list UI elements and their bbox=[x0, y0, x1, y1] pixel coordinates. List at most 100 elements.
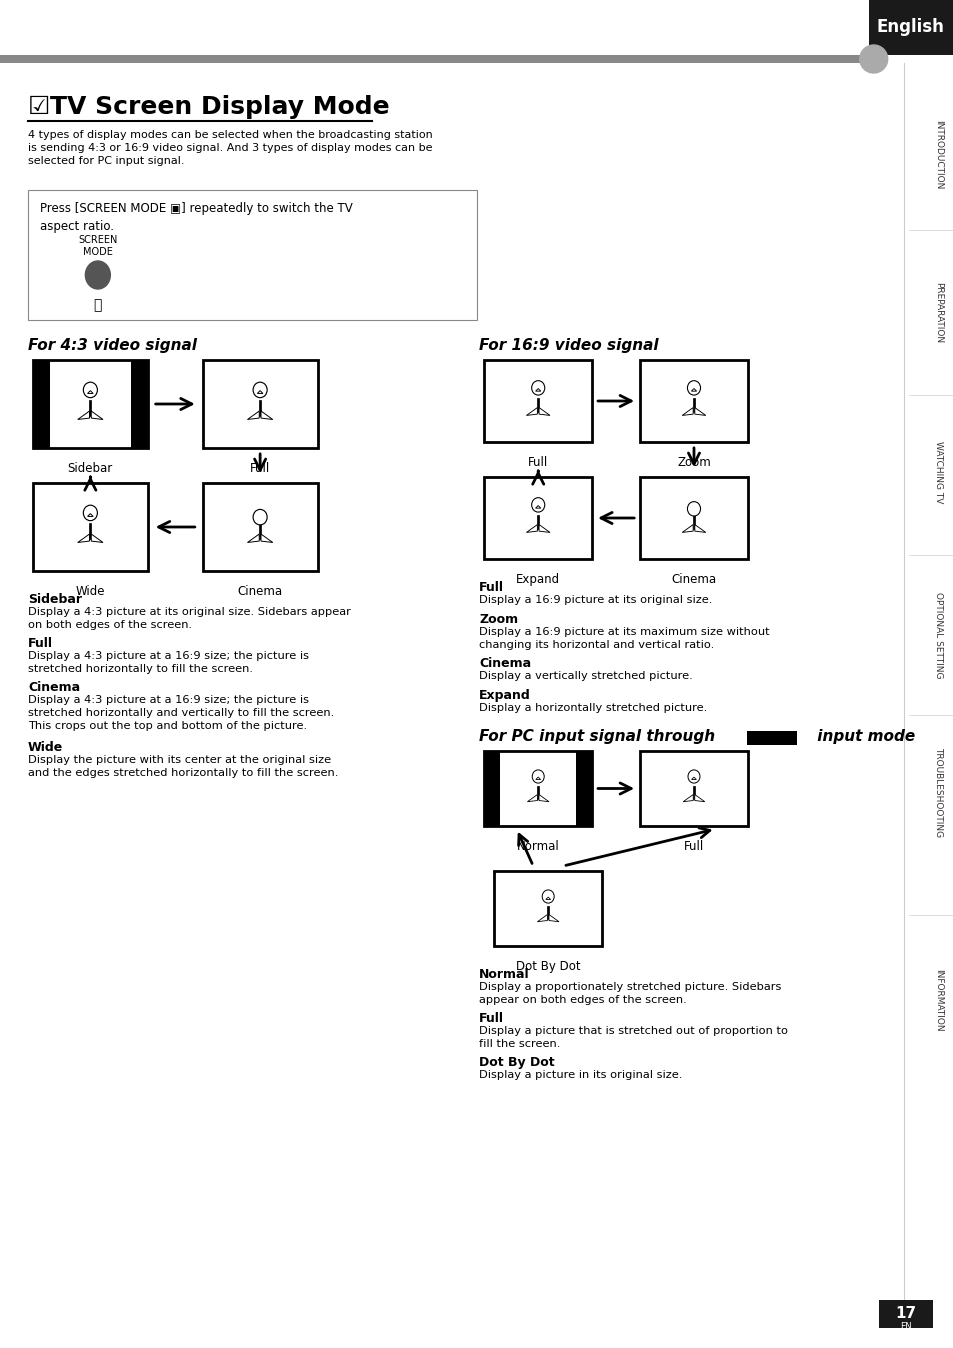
Polygon shape bbox=[537, 914, 547, 922]
Text: Full: Full bbox=[683, 840, 703, 853]
Polygon shape bbox=[88, 391, 93, 394]
Ellipse shape bbox=[253, 383, 267, 398]
Bar bbox=[693, 398, 694, 412]
Circle shape bbox=[859, 44, 887, 73]
Bar bbox=[639, 751, 747, 826]
Text: INFORMATION: INFORMATION bbox=[933, 969, 943, 1031]
Ellipse shape bbox=[253, 510, 267, 524]
Text: Dot By Dot: Dot By Dot bbox=[478, 1055, 555, 1069]
Polygon shape bbox=[681, 524, 693, 532]
Text: EN: EN bbox=[899, 1322, 910, 1330]
Text: OPTIONAL SETTING: OPTIONAL SETTING bbox=[933, 592, 943, 678]
Text: Display a vertically stretched picture.: Display a vertically stretched picture. bbox=[478, 671, 692, 681]
Text: Expand: Expand bbox=[478, 689, 531, 702]
Polygon shape bbox=[694, 524, 705, 532]
Text: For 16:9 video signal: For 16:9 video signal bbox=[478, 338, 659, 353]
Polygon shape bbox=[91, 411, 103, 419]
Ellipse shape bbox=[531, 380, 544, 395]
Polygon shape bbox=[538, 407, 550, 415]
Text: Display a 4:3 picture at a 16:9 size; the picture is
stretched horizontally to f: Display a 4:3 picture at a 16:9 size; th… bbox=[28, 651, 309, 674]
Text: Press [SCREEN MODE ▣] repeatedly to switch the TV
aspect ratio.: Press [SCREEN MODE ▣] repeatedly to swit… bbox=[40, 202, 353, 233]
Text: Dot By Dot: Dot By Dot bbox=[516, 960, 580, 973]
Polygon shape bbox=[77, 411, 90, 419]
Text: For PC input signal through: For PC input signal through bbox=[478, 729, 715, 744]
Text: input mode: input mode bbox=[811, 729, 914, 744]
Bar bbox=[484, 751, 592, 826]
Polygon shape bbox=[261, 411, 273, 419]
Text: PREPARATION: PREPARATION bbox=[933, 282, 943, 342]
Bar bbox=[33, 483, 148, 572]
Bar bbox=[494, 871, 601, 946]
Text: Display a proportionately stretched picture. Sidebars
appear on both edges of th: Display a proportionately stretched pict… bbox=[478, 981, 781, 1006]
Ellipse shape bbox=[83, 383, 97, 398]
Text: ☑: ☑ bbox=[28, 94, 51, 119]
Text: English: English bbox=[876, 19, 943, 36]
Bar bbox=[259, 523, 261, 539]
Bar bbox=[484, 477, 592, 559]
Bar bbox=[33, 360, 51, 448]
Bar bbox=[547, 906, 548, 919]
Ellipse shape bbox=[687, 501, 700, 516]
Bar bbox=[746, 731, 796, 745]
Polygon shape bbox=[681, 407, 693, 415]
Bar bbox=[0, 55, 868, 63]
Text: Expand: Expand bbox=[516, 573, 559, 586]
Polygon shape bbox=[545, 898, 550, 899]
Text: Cinema: Cinema bbox=[237, 585, 282, 599]
Text: ⎗: ⎗ bbox=[93, 298, 102, 311]
Ellipse shape bbox=[541, 890, 554, 903]
Text: Display a 16:9 picture at its original size.: Display a 16:9 picture at its original s… bbox=[478, 594, 712, 605]
Polygon shape bbox=[247, 411, 259, 419]
Polygon shape bbox=[261, 534, 273, 542]
Polygon shape bbox=[538, 794, 548, 802]
Text: Full: Full bbox=[250, 462, 270, 474]
Text: Display a 4:3 picture at a 16:9 size; the picture is
stretched horizontally and : Display a 4:3 picture at a 16:9 size; th… bbox=[28, 696, 334, 732]
Text: WATCHING TV: WATCHING TV bbox=[933, 441, 943, 504]
Ellipse shape bbox=[532, 770, 543, 783]
Text: TROUBLESHOOTING: TROUBLESHOOTING bbox=[933, 747, 943, 837]
Bar bbox=[259, 400, 261, 417]
Ellipse shape bbox=[531, 497, 544, 512]
Bar bbox=[639, 477, 747, 559]
Text: Sidebar: Sidebar bbox=[68, 462, 112, 474]
Text: TV Screen Display Mode: TV Screen Display Mode bbox=[50, 94, 389, 119]
Text: INTRODUCTION: INTRODUCTION bbox=[933, 120, 943, 190]
Ellipse shape bbox=[687, 380, 700, 395]
Text: Display a 16:9 picture at its maximum size without
changing its horizontal and v: Display a 16:9 picture at its maximum si… bbox=[478, 627, 769, 650]
Bar bbox=[693, 515, 694, 530]
Text: Full: Full bbox=[28, 638, 53, 650]
Text: SCREEN
MODE: SCREEN MODE bbox=[78, 235, 117, 257]
Text: Display a horizontally stretched picture.: Display a horizontally stretched picture… bbox=[478, 704, 707, 713]
Bar bbox=[33, 360, 148, 448]
Text: Zoom: Zoom bbox=[478, 613, 517, 625]
Polygon shape bbox=[682, 794, 693, 802]
Bar bbox=[202, 483, 317, 572]
Polygon shape bbox=[691, 388, 696, 391]
Bar bbox=[28, 190, 476, 319]
Polygon shape bbox=[77, 534, 90, 542]
Text: Full: Full bbox=[478, 581, 504, 594]
Bar bbox=[537, 398, 538, 412]
Polygon shape bbox=[535, 506, 540, 508]
Ellipse shape bbox=[85, 262, 111, 288]
Bar bbox=[90, 523, 91, 539]
Text: For 4:3 video signal: For 4:3 video signal bbox=[28, 338, 196, 353]
Polygon shape bbox=[694, 407, 705, 415]
Text: Zoom: Zoom bbox=[677, 456, 710, 469]
Polygon shape bbox=[548, 914, 558, 922]
Text: Cinema: Cinema bbox=[28, 681, 80, 694]
Text: Wide: Wide bbox=[75, 585, 105, 599]
Text: Cinema: Cinema bbox=[671, 573, 716, 586]
Bar bbox=[202, 360, 317, 448]
Ellipse shape bbox=[687, 770, 700, 783]
Bar bbox=[868, 0, 952, 55]
Polygon shape bbox=[694, 794, 704, 802]
Text: 17: 17 bbox=[894, 1306, 915, 1321]
Text: Normal: Normal bbox=[517, 840, 559, 853]
Polygon shape bbox=[527, 794, 537, 802]
Polygon shape bbox=[91, 534, 103, 542]
Text: Display a picture in its original size.: Display a picture in its original size. bbox=[478, 1070, 682, 1080]
Polygon shape bbox=[535, 388, 540, 391]
Polygon shape bbox=[536, 776, 540, 779]
Bar bbox=[90, 400, 91, 417]
